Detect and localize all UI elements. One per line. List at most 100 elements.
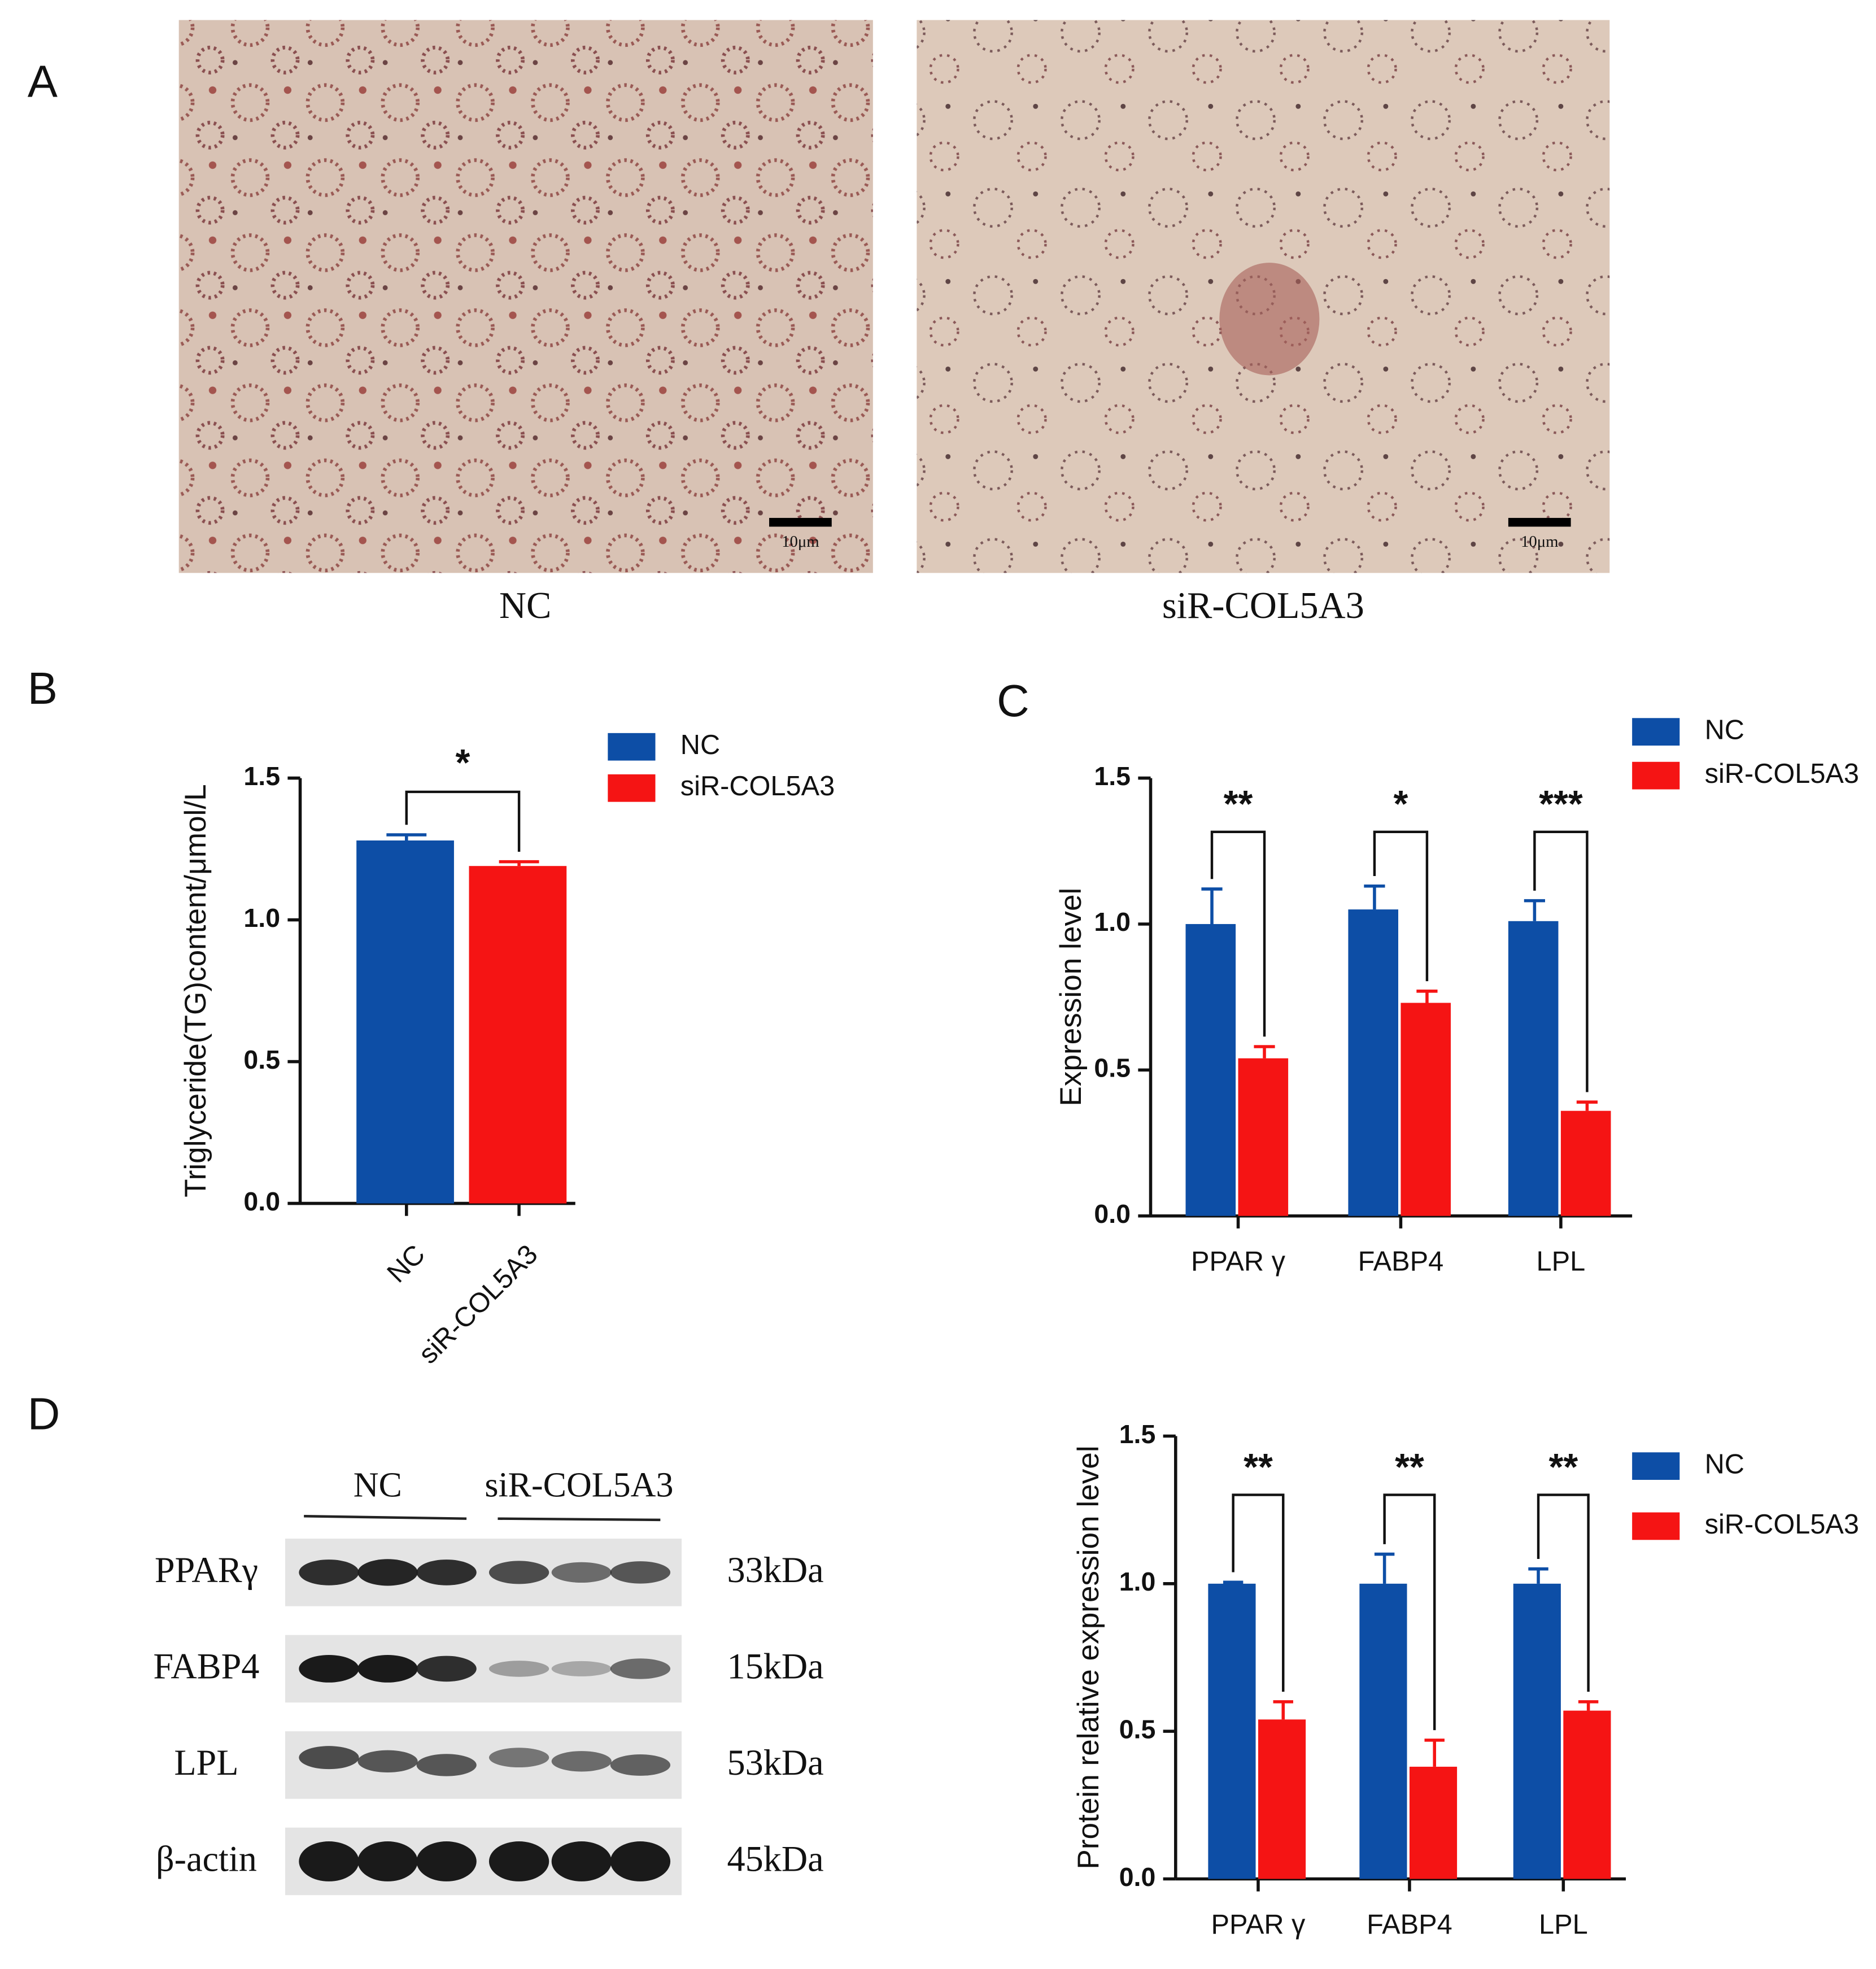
blot-band bbox=[610, 1754, 671, 1776]
protein-size: 15kDa bbox=[727, 1646, 823, 1686]
legend-swatch bbox=[1632, 1512, 1680, 1540]
protein-name: FABP4 bbox=[153, 1646, 259, 1686]
bar bbox=[1359, 1583, 1407, 1879]
scale-bar bbox=[1508, 517, 1571, 527]
x-tick-label: PPAR γ bbox=[1211, 1910, 1306, 1940]
group-underline bbox=[304, 1515, 467, 1520]
y-axis-label: Triglyceride(TG)content/μmol/L bbox=[179, 784, 212, 1197]
x-tick-label: FABP4 bbox=[1358, 1247, 1444, 1277]
bar bbox=[1258, 1719, 1306, 1879]
blot-band bbox=[357, 1750, 418, 1773]
blot-band bbox=[299, 1655, 359, 1683]
legend-swatch bbox=[608, 733, 656, 761]
y-tick-label: 1.5 bbox=[1119, 1419, 1156, 1449]
error-bar bbox=[1578, 1700, 1599, 1711]
significance-label: ** bbox=[1395, 1447, 1424, 1488]
cell-cluster bbox=[1219, 263, 1320, 376]
protein-size: 45kDa bbox=[727, 1839, 823, 1879]
error-bar bbox=[1524, 899, 1545, 921]
bar bbox=[1560, 1110, 1611, 1216]
bar bbox=[356, 840, 454, 1204]
protein-name: β-actin bbox=[156, 1839, 257, 1879]
significance-bracket bbox=[1232, 1493, 1285, 1692]
blot-band bbox=[551, 1751, 612, 1772]
y-tick-label: 0.5 bbox=[1119, 1714, 1156, 1744]
x-tick-label: NC bbox=[381, 1239, 431, 1288]
significance-label: * bbox=[1393, 783, 1408, 825]
y-axis-label: Expression level bbox=[1054, 888, 1088, 1107]
blot-band bbox=[357, 1841, 418, 1881]
blot-band bbox=[416, 1754, 477, 1776]
bar bbox=[1208, 1583, 1256, 1879]
significance-bracket bbox=[1537, 1493, 1590, 1692]
x-tick-label: LPL bbox=[1537, 1247, 1586, 1277]
blot-band bbox=[416, 1559, 477, 1585]
blot-band bbox=[416, 1656, 477, 1682]
y-axis-label: Protein relative expression level bbox=[1072, 1445, 1105, 1869]
bar bbox=[1238, 1058, 1289, 1216]
x-tick-label: LPL bbox=[1539, 1910, 1588, 1940]
bar bbox=[1185, 923, 1236, 1216]
error-bar bbox=[1273, 1700, 1293, 1720]
protein-size: 53kDa bbox=[727, 1743, 823, 1783]
image-caption: siR-COL5A3 bbox=[1162, 585, 1364, 626]
legend-label: NC bbox=[1705, 715, 1744, 746]
blot-group: siR-COL5A3 bbox=[485, 1466, 673, 1505]
panel-label: C bbox=[997, 676, 1029, 726]
bar bbox=[1348, 909, 1398, 1216]
error-bar bbox=[386, 833, 427, 841]
error-bar bbox=[1201, 887, 1223, 924]
significance-label: ** bbox=[1548, 1447, 1578, 1488]
y-tick-label: 1.5 bbox=[243, 761, 280, 791]
blot-band bbox=[357, 1559, 418, 1586]
scale-bar bbox=[769, 517, 832, 527]
blot-band bbox=[488, 1748, 549, 1768]
x-tick-label: PPAR γ bbox=[1191, 1247, 1286, 1277]
error-bar bbox=[499, 860, 539, 866]
blot-band bbox=[610, 1841, 671, 1881]
x-tick-label: siR-COL5A3 bbox=[413, 1239, 544, 1370]
legend-label: NC bbox=[1705, 1449, 1744, 1480]
legend-label: siR-COL5A3 bbox=[1705, 759, 1859, 789]
legend-swatch bbox=[608, 774, 656, 802]
y-tick-label: 0.0 bbox=[243, 1187, 280, 1216]
blot-band bbox=[610, 1561, 671, 1584]
bar bbox=[1513, 1583, 1561, 1879]
error-bar bbox=[1223, 1580, 1244, 1584]
blot-band bbox=[299, 1746, 359, 1770]
blot-band bbox=[357, 1655, 418, 1683]
scale-label: 10μm bbox=[1521, 533, 1559, 551]
y-tick-label: 1.5 bbox=[1094, 761, 1131, 791]
scale-label: 10μm bbox=[782, 533, 819, 551]
legend-label: NC bbox=[680, 730, 720, 760]
legend-swatch bbox=[1632, 761, 1680, 790]
significance-bracket bbox=[1210, 830, 1266, 1037]
blot-band bbox=[610, 1658, 671, 1679]
legend-swatch bbox=[1632, 1452, 1680, 1480]
bar bbox=[1409, 1766, 1458, 1879]
panel-label: B bbox=[28, 663, 58, 713]
protein-size: 33kDa bbox=[727, 1550, 823, 1590]
significance-bracket bbox=[405, 790, 521, 852]
y-tick-label: 1.0 bbox=[1119, 1567, 1156, 1596]
blot-band bbox=[488, 1661, 549, 1677]
x-tick-label: FABP4 bbox=[1367, 1910, 1452, 1940]
error-bar bbox=[1364, 885, 1385, 910]
blot-band bbox=[488, 1561, 549, 1584]
blot-band bbox=[488, 1841, 549, 1881]
legend-label: siR-COL5A3 bbox=[1705, 1509, 1859, 1540]
protein-name: LPL bbox=[174, 1743, 238, 1783]
error-bar bbox=[1424, 1739, 1445, 1767]
bar bbox=[1508, 921, 1559, 1216]
y-tick-label: 0.5 bbox=[243, 1045, 280, 1074]
bar bbox=[1401, 1003, 1451, 1216]
legend-swatch bbox=[1632, 718, 1680, 746]
error-bar bbox=[1576, 1100, 1598, 1111]
y-tick-label: 1.0 bbox=[243, 903, 280, 933]
y-tick-label: 0.0 bbox=[1119, 1862, 1156, 1892]
blot-band bbox=[551, 1841, 612, 1881]
panel-label: D bbox=[28, 1388, 60, 1439]
bar bbox=[1563, 1710, 1611, 1879]
error-bar bbox=[1416, 990, 1438, 1003]
